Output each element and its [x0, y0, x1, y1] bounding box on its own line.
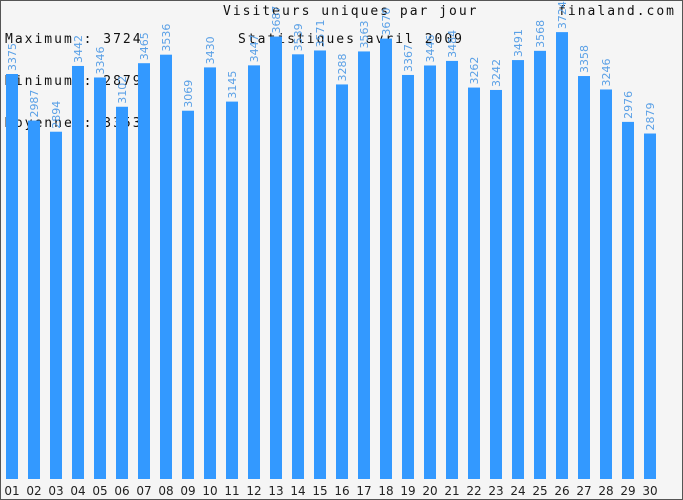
bar-day-27 [578, 76, 590, 479]
bar-day-22 [468, 87, 480, 479]
bar-day-16 [336, 84, 348, 479]
value-label: 2894 [50, 101, 63, 129]
bar-day-10 [204, 67, 216, 480]
bar-day-03 [50, 131, 62, 479]
value-label: 3262 [468, 57, 481, 85]
bar-day-17 [358, 51, 370, 479]
x-tick-label: 11 [224, 484, 239, 498]
bar-day-09 [182, 110, 194, 479]
bar-day-04 [72, 65, 84, 480]
bar-day-14 [292, 54, 304, 479]
value-label: 3568 [534, 20, 547, 48]
value-label: 3246 [600, 58, 613, 86]
value-label: 3724 [556, 1, 569, 29]
bar-day-20 [424, 65, 436, 479]
value-label: 3484 [446, 30, 459, 58]
value-label: 3539 [292, 23, 305, 51]
x-tick-label: 30 [642, 484, 657, 498]
value-label: 3288 [336, 53, 349, 81]
bar-day-18 [380, 38, 392, 479]
x-tick-label: 12 [246, 484, 261, 498]
value-label: 2987 [28, 90, 41, 118]
x-tick-label: 26 [554, 484, 569, 498]
value-label: 3375 [6, 43, 19, 71]
x-tick-label: 28 [598, 484, 613, 498]
bar-day-13 [270, 36, 282, 480]
x-tick-label: 18 [378, 484, 393, 498]
value-label: 3687 [270, 6, 283, 34]
value-label: 3442 [72, 35, 85, 63]
bar-day-26 [556, 32, 568, 480]
x-tick-label: 15 [312, 484, 327, 498]
x-tick-label: 10 [202, 484, 217, 498]
x-tick-label: 24 [510, 484, 525, 498]
bar-day-01 [6, 74, 18, 479]
x-tick-label: 23 [488, 484, 503, 498]
x-tick-label: 25 [532, 484, 547, 498]
x-tick-label: 22 [466, 484, 481, 498]
value-label: 3367 [402, 44, 415, 72]
value-label: 3145 [226, 71, 239, 99]
x-tick-label: 07 [136, 484, 151, 498]
bar-day-19 [402, 74, 414, 480]
x-tick-label: 13 [268, 484, 283, 498]
bar-day-02 [28, 120, 40, 479]
x-tick-label: 04 [70, 484, 85, 498]
x-tick-label: 01 [4, 484, 19, 498]
bar-day-25 [534, 50, 546, 480]
value-label: 3536 [160, 24, 173, 52]
x-tick-label: 14 [290, 484, 305, 498]
x-tick-label: 05 [92, 484, 107, 498]
value-label: 3465 [138, 32, 151, 60]
x-tick-label: 21 [444, 484, 459, 498]
value-label: 3102 [116, 76, 129, 104]
bar-day-06 [116, 106, 128, 479]
value-label: 2879 [644, 103, 657, 131]
x-tick-label: 09 [180, 484, 195, 498]
bar-day-11 [226, 101, 238, 479]
bar-day-29 [622, 121, 634, 479]
bar-day-15 [314, 50, 326, 479]
value-label: 3670 [380, 8, 393, 36]
bar-day-21 [446, 60, 458, 480]
bar-day-24 [512, 60, 524, 479]
max-label: Maximum : 3724 [5, 32, 143, 47]
value-label: 3346 [94, 46, 107, 74]
x-tick-label: 29 [620, 484, 635, 498]
value-label: 2976 [622, 91, 635, 119]
bar-day-07 [138, 63, 150, 479]
value-label: 3571 [314, 19, 327, 47]
bar-day-12 [248, 65, 260, 480]
x-tick-label: 20 [422, 484, 437, 498]
min-label: Minimum : 2879 [5, 74, 143, 89]
value-label: 3430 [204, 36, 217, 64]
x-tick-label: 27 [576, 484, 591, 498]
bar-day-05 [94, 77, 106, 479]
bar-day-28 [600, 89, 612, 479]
value-label: 3491 [512, 29, 525, 57]
bar-day-23 [490, 89, 502, 480]
bar-day-08 [160, 54, 172, 480]
value-label: 3069 [182, 80, 195, 108]
x-tick-label: 06 [114, 484, 129, 498]
x-tick-label: 16 [334, 484, 349, 498]
value-label: 3563 [358, 20, 371, 48]
x-tick-label: 17 [356, 484, 371, 498]
x-tick-label: 08 [158, 484, 173, 498]
value-label: 3242 [490, 59, 503, 87]
x-tick-label: 19 [400, 484, 415, 498]
bar-day-30 [644, 133, 656, 479]
chart-subtitle: Statistiques avril 2009 [238, 32, 465, 47]
value-label: 3446 [424, 34, 437, 62]
value-label: 3447 [248, 34, 261, 62]
chart-title: Visiteurs uniques par jour [223, 4, 479, 19]
site-name: finaland.com [558, 4, 676, 19]
x-tick-label: 02 [26, 484, 41, 498]
x-tick-label: 03 [48, 484, 63, 498]
value-label: 3358 [578, 45, 591, 73]
